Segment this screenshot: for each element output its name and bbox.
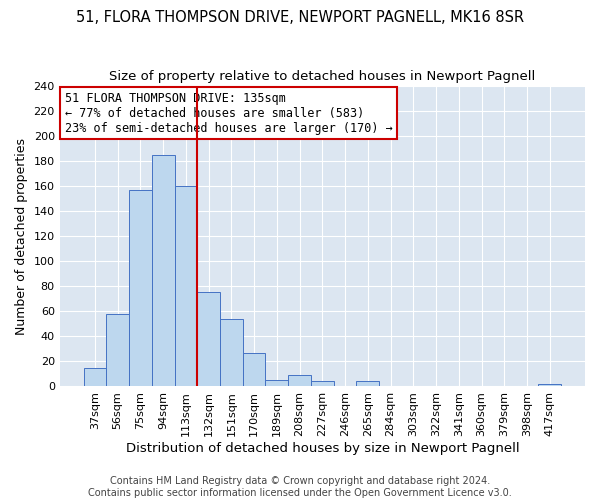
Bar bbox=[288, 375, 311, 386]
Text: 51, FLORA THOMPSON DRIVE, NEWPORT PAGNELL, MK16 8SR: 51, FLORA THOMPSON DRIVE, NEWPORT PAGNEL… bbox=[76, 10, 524, 25]
Y-axis label: Number of detached properties: Number of detached properties bbox=[15, 138, 28, 334]
Text: Contains HM Land Registry data © Crown copyright and database right 2024.
Contai: Contains HM Land Registry data © Crown c… bbox=[88, 476, 512, 498]
Bar bbox=[152, 154, 175, 386]
Bar bbox=[83, 368, 106, 386]
Bar bbox=[175, 186, 197, 386]
X-axis label: Distribution of detached houses by size in Newport Pagnell: Distribution of detached houses by size … bbox=[125, 442, 519, 455]
Text: 51 FLORA THOMPSON DRIVE: 135sqm
← 77% of detached houses are smaller (583)
23% o: 51 FLORA THOMPSON DRIVE: 135sqm ← 77% of… bbox=[65, 92, 392, 134]
Bar bbox=[356, 382, 379, 386]
Bar bbox=[106, 314, 129, 386]
Title: Size of property relative to detached houses in Newport Pagnell: Size of property relative to detached ho… bbox=[109, 70, 535, 83]
Bar bbox=[197, 292, 220, 386]
Bar bbox=[538, 384, 561, 386]
Bar bbox=[220, 319, 243, 386]
Bar bbox=[265, 380, 288, 386]
Bar bbox=[243, 352, 265, 386]
Bar bbox=[129, 190, 152, 386]
Bar bbox=[311, 382, 334, 386]
